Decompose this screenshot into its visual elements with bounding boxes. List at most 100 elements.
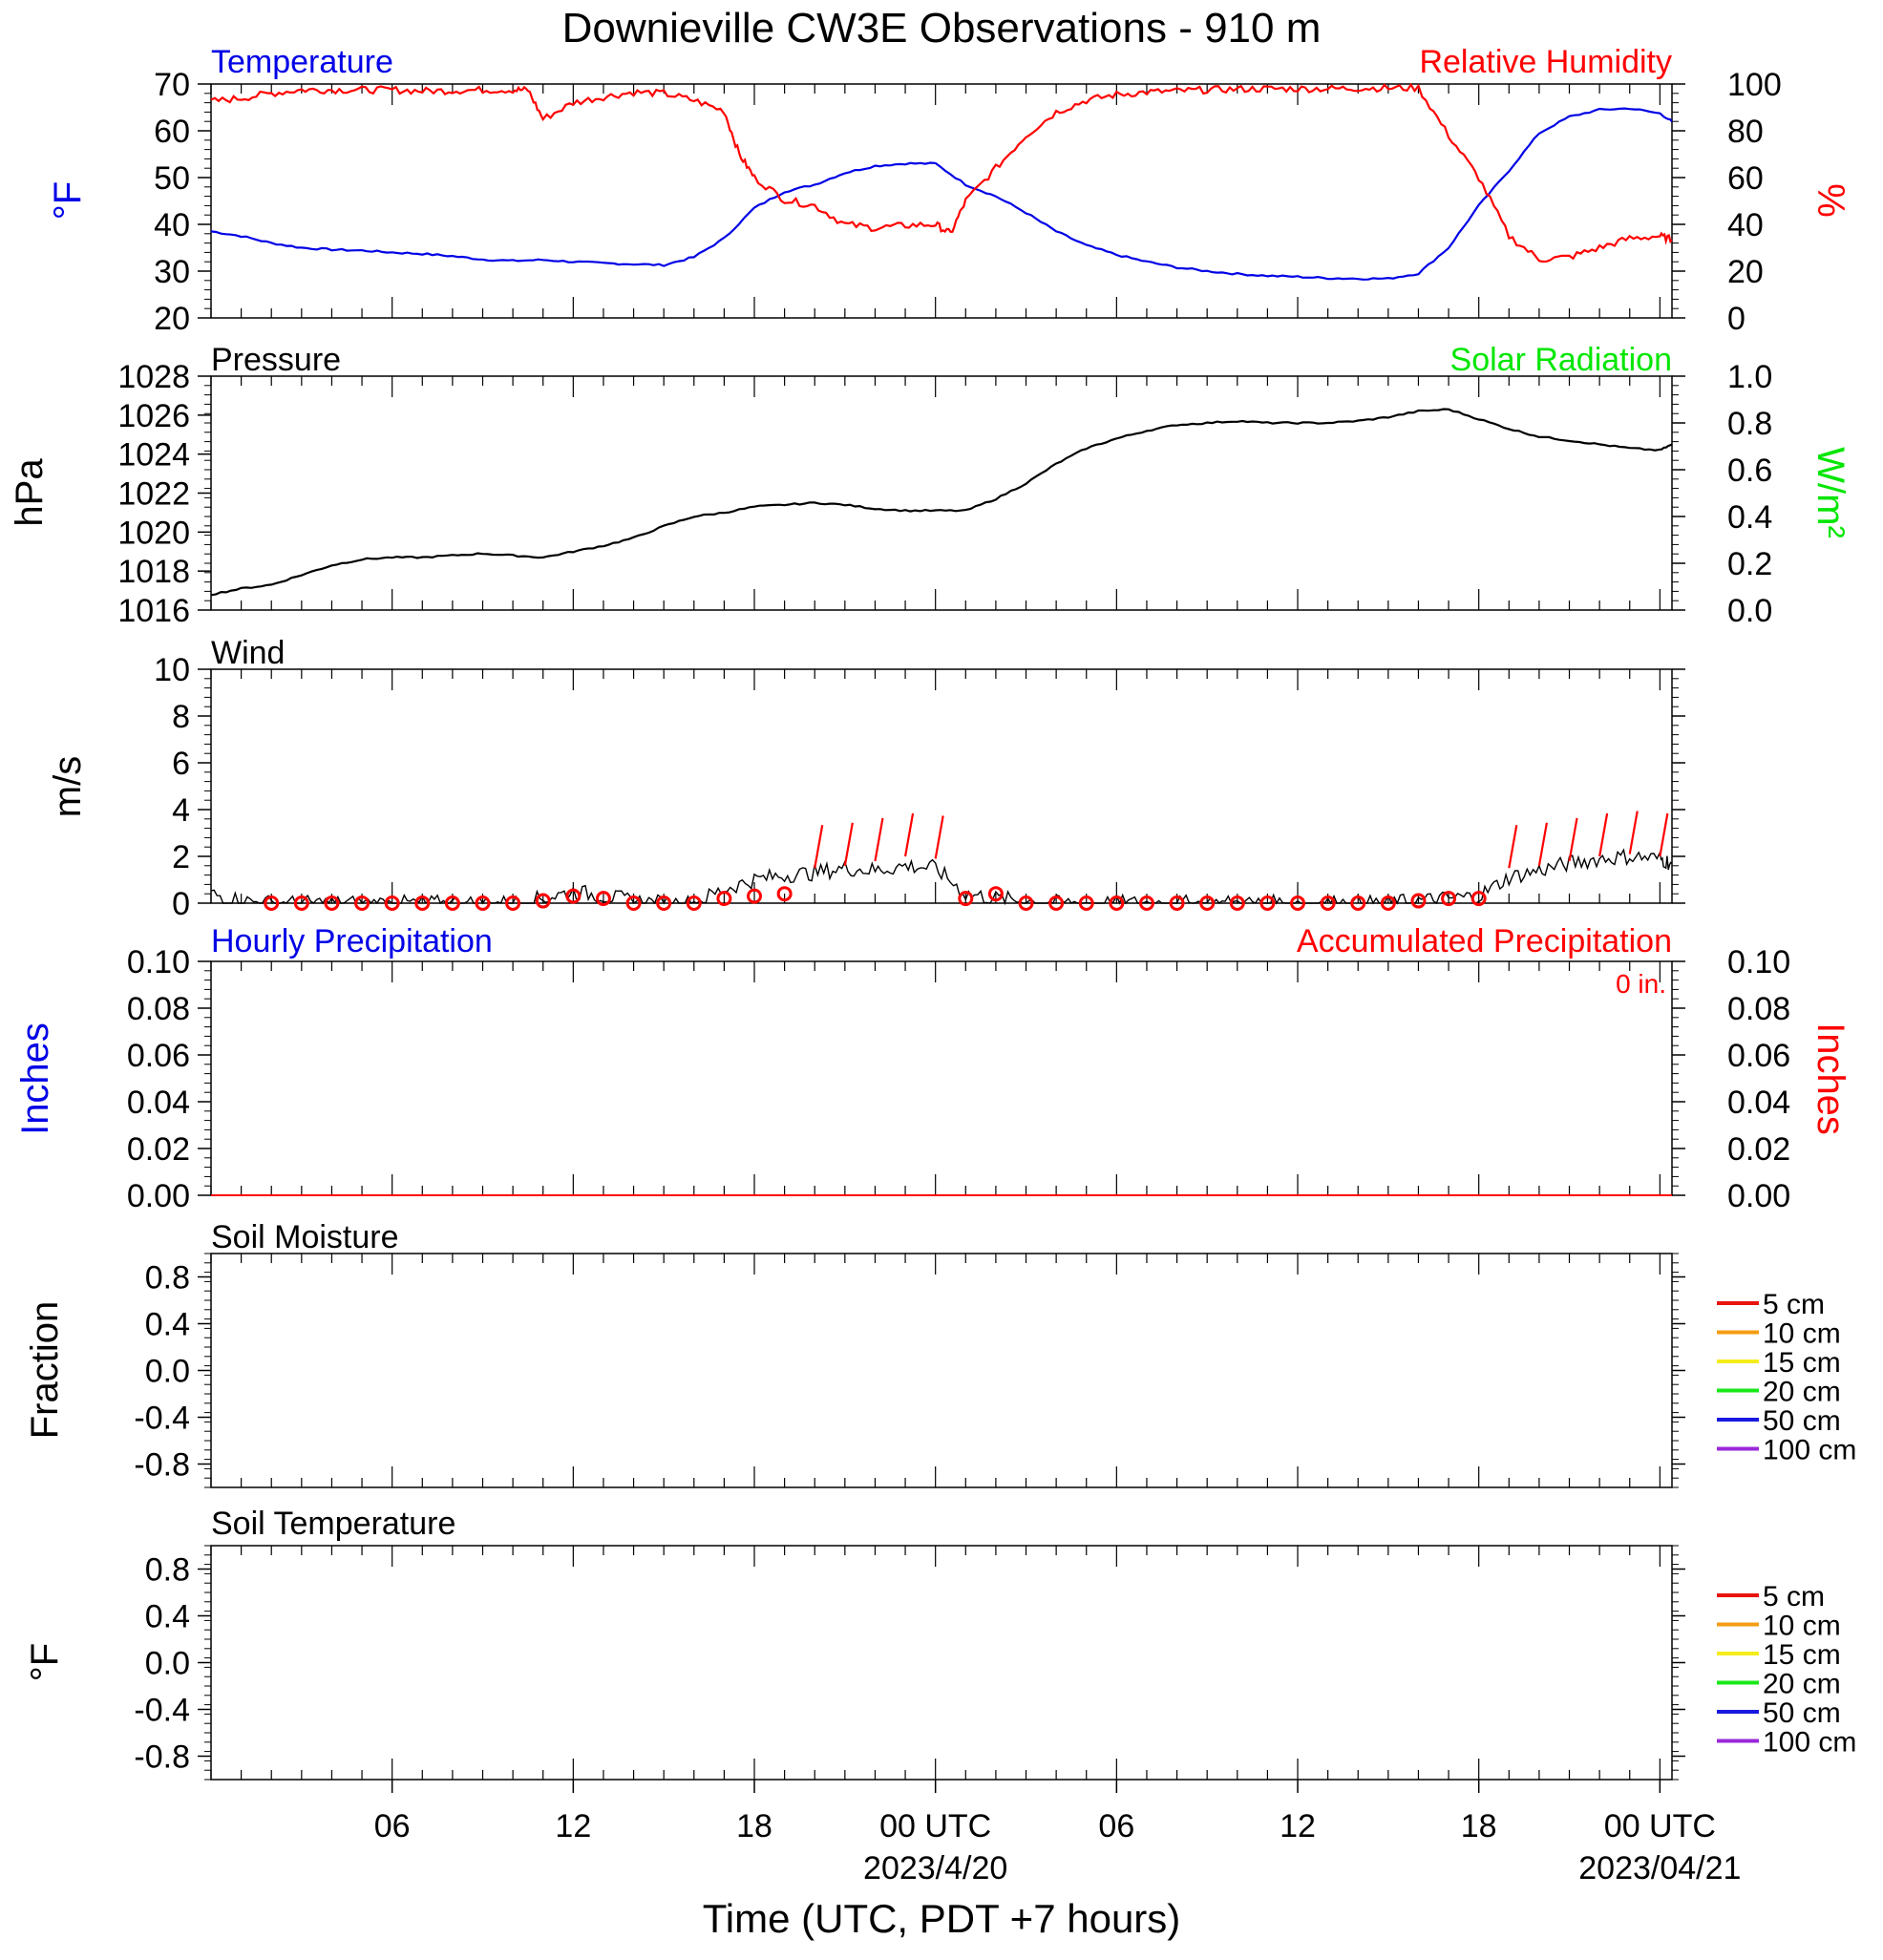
- wind-calm-marker: [1259, 896, 1276, 911]
- y-tick-label-left: 1026: [117, 398, 190, 434]
- hourly-precip-title: Hourly Precipitation: [211, 923, 493, 959]
- wind-calm-marker: [776, 886, 793, 902]
- temperature-title: Temperature: [211, 44, 393, 80]
- y-tick-label-left: -0.4: [134, 1693, 190, 1729]
- legend-label: 50 cm: [1763, 1405, 1841, 1437]
- wind-calm-marker: [1410, 893, 1427, 909]
- y-tick-label-left: 50: [154, 160, 190, 197]
- wind-calm-marker: [1470, 891, 1487, 907]
- wind-calm-marker: [1048, 896, 1065, 911]
- wind-calm-marker: [1169, 896, 1185, 911]
- x-tick-label: 06: [1098, 1808, 1134, 1844]
- panel-precip-frame: [210, 960, 1673, 1196]
- x-tick-label: 00 UTC: [1604, 1808, 1716, 1844]
- y-tick-label-left: 0.06: [127, 1038, 190, 1074]
- y-tick-label-left: 0.8: [145, 1260, 190, 1296]
- y-tick-label-left: 60: [154, 114, 190, 150]
- temp-rh-ticks: 20 30 40 50 60 70 0 20 40 60 80 100: [154, 67, 1782, 337]
- y-tick-label-right: 0.10: [1727, 944, 1790, 980]
- panel-temp-rh: Temperature Relative Humidity °F % 20 30 4…: [47, 44, 1851, 337]
- wind-calm-marker: [1138, 896, 1154, 911]
- x-tick-label: 12: [555, 1808, 591, 1844]
- y-tick-label-right: 0.06: [1727, 1038, 1790, 1074]
- y-tick-label-left: 2: [172, 839, 190, 875]
- x-axis-label: Time (UTC, PDT +7 hours): [703, 1896, 1181, 1941]
- y-tick-label-right: 0.04: [1727, 1085, 1790, 1121]
- wind-calm-marker: [1199, 896, 1216, 911]
- precip-ticks: 0.00 0.02 0.04 0.06 0.08 0.10 0.00 0.02 0.04 0.06…: [127, 944, 1790, 1214]
- wind-calm-marker: [686, 896, 702, 911]
- panel-pressure: Pressure Solar Radiation hPa W/m² 101610…: [9, 342, 1851, 629]
- wind-calm-marker: [1018, 896, 1034, 911]
- y-tick-label-left: 8: [172, 699, 190, 735]
- y-tick-label-left: 40: [154, 207, 190, 243]
- wind-barb: [1659, 812, 1669, 857]
- wind-calm-marker: [384, 896, 400, 911]
- wind-calm-marker: [1380, 896, 1396, 911]
- y-tick-label-right: 0.6: [1727, 453, 1772, 489]
- legend-label: 100 cm: [1763, 1435, 1856, 1466]
- humidity-title: Relative Humidity: [1419, 44, 1672, 80]
- y-tick-label-left: 6: [172, 746, 190, 782]
- wind-calm-marker: [264, 896, 280, 911]
- y-tick-label-right: 0.2: [1727, 546, 1772, 582]
- y-tick-label-left: 0.0: [145, 1646, 190, 1682]
- wind-calm-marker: [1350, 896, 1366, 911]
- precip-right-unit-label: Inches: [1809, 1022, 1851, 1135]
- wind-calm-marker: [595, 891, 611, 907]
- panel-soil-temp: Soil Temperature °F -0.8 -0.4 0.0 0.4 0.8 5 …: [24, 1506, 1856, 1781]
- y-tick-label-left: 20: [154, 301, 190, 337]
- y-tick-label-left: 1028: [117, 359, 190, 395]
- panel-temp-rh-frame: [210, 83, 1673, 319]
- wind-markers: [264, 811, 1669, 911]
- legend-label: 15 cm: [1763, 1639, 1841, 1671]
- wind-ticks: 0 2 4 6 8 10: [154, 652, 1685, 922]
- precip-total-label: 0 in.: [1616, 969, 1666, 999]
- wind-calm-marker: [1229, 896, 1245, 911]
- y-tick-label-left: 30: [154, 254, 190, 290]
- wind-barb: [903, 812, 915, 857]
- y-tick-label-left: 1018: [117, 554, 190, 590]
- soil-temp-ticks: -0.8 -0.4 0.0 0.4 0.8: [134, 1545, 1685, 1781]
- y-tick-label-left: 0.8: [145, 1552, 190, 1589]
- y-tick-label-left: 0: [172, 886, 190, 922]
- wind-calm-marker: [987, 886, 1004, 902]
- y-tick-label-right: 100: [1727, 67, 1782, 103]
- pressure-unit-label: hPa: [9, 458, 51, 527]
- soil-moisture-unit-label: Fraction: [24, 1301, 66, 1440]
- soil-moisture-title: Soil Moisture: [211, 1219, 399, 1255]
- wind-barb: [814, 825, 824, 869]
- humidity-line: [210, 82, 1673, 263]
- wind-calm-marker: [444, 896, 460, 911]
- legend-label: 50 cm: [1763, 1697, 1841, 1729]
- humidity-unit-label: %: [1809, 183, 1851, 218]
- pressure-title: Pressure: [211, 342, 341, 378]
- legend-label: 10 cm: [1763, 1318, 1841, 1350]
- wind-unit-label: m/s: [47, 756, 89, 817]
- wind-calm-marker: [1109, 896, 1125, 911]
- y-tick-label-right: 60: [1727, 160, 1764, 197]
- y-tick-label-right: 1.0: [1727, 359, 1772, 395]
- y-tick-label-left: 70: [154, 67, 190, 103]
- panel-wind-frame: [210, 668, 1673, 904]
- y-tick-label-right: 0.02: [1727, 1131, 1790, 1168]
- y-tick-label-right: 0.0: [1727, 593, 1772, 629]
- wind-barb: [874, 817, 884, 862]
- panel-wind: Wind m/s 0 2 4 6 8 10: [47, 635, 1685, 922]
- legend-label: 15 cm: [1763, 1347, 1841, 1379]
- wind-barb: [1598, 812, 1609, 857]
- legend-label: 5 cm: [1763, 1289, 1825, 1320]
- y-tick-label-right: 0: [1727, 301, 1745, 337]
- x-tick-label: 18: [1461, 1808, 1497, 1844]
- y-tick-label-left: -0.8: [134, 1739, 190, 1776]
- wind-barb: [1628, 811, 1639, 854]
- x-tick-label: 18: [736, 1808, 772, 1844]
- wind-calm-marker: [324, 896, 340, 911]
- solar-unit-label: W/m²: [1809, 447, 1851, 538]
- y-tick-label-left: 0.10: [127, 944, 190, 980]
- wind-calm-marker: [1441, 891, 1457, 907]
- legend-label: 20 cm: [1763, 1669, 1841, 1700]
